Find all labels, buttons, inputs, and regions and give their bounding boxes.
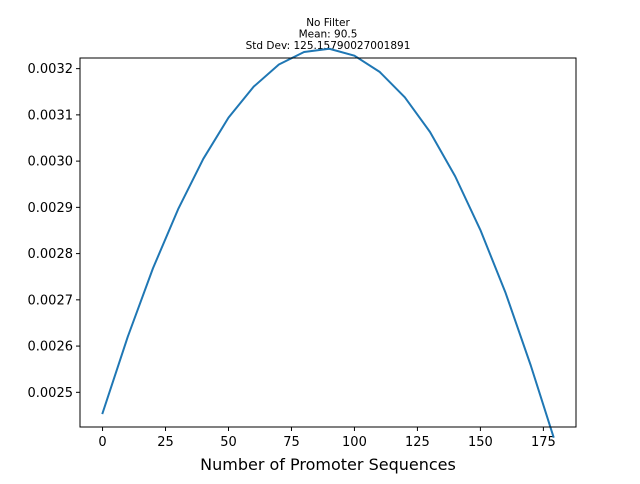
x-tick-label: 50 bbox=[220, 435, 237, 450]
plot-area bbox=[101, 47, 555, 438]
x-tick-label: 125 bbox=[405, 435, 430, 450]
x-tick-label: 25 bbox=[157, 435, 174, 450]
x-axis: 0 25 50 75 100 125 150 175 bbox=[98, 427, 556, 450]
x-tick-label: 0 bbox=[98, 435, 106, 450]
chart-title-line: Std Dev: 125.15790027001891 bbox=[246, 40, 411, 52]
axes-frame bbox=[79, 57, 577, 428]
x-tick-label: 150 bbox=[468, 435, 493, 450]
y-tick-label: 0.0025 bbox=[28, 386, 74, 401]
y-tick-label: 0.0030 bbox=[28, 155, 74, 170]
y-tick-label: 0.0031 bbox=[28, 108, 74, 123]
y-axis: 0.0025 0.0026 0.0027 0.0028 0.0029 0.0030 0.00… bbox=[28, 62, 80, 401]
y-tick-label: 0.0029 bbox=[28, 201, 74, 216]
x-axis-label: Number of Promoter Sequences bbox=[200, 455, 456, 474]
x-tick-label: 100 bbox=[342, 435, 367, 450]
y-tick-label: 0.0027 bbox=[28, 293, 74, 308]
series-line bbox=[101, 47, 555, 438]
chart-title-line: No Filter bbox=[306, 17, 350, 29]
chart-title-line: Mean: 90.5 bbox=[299, 29, 358, 41]
x-tick-label: 175 bbox=[531, 435, 556, 450]
y-tick-label: 0.0026 bbox=[28, 340, 74, 355]
x-tick-label: 75 bbox=[283, 435, 300, 450]
y-tick-label: 0.0032 bbox=[28, 62, 74, 77]
y-tick-label: 0.0028 bbox=[28, 247, 74, 262]
